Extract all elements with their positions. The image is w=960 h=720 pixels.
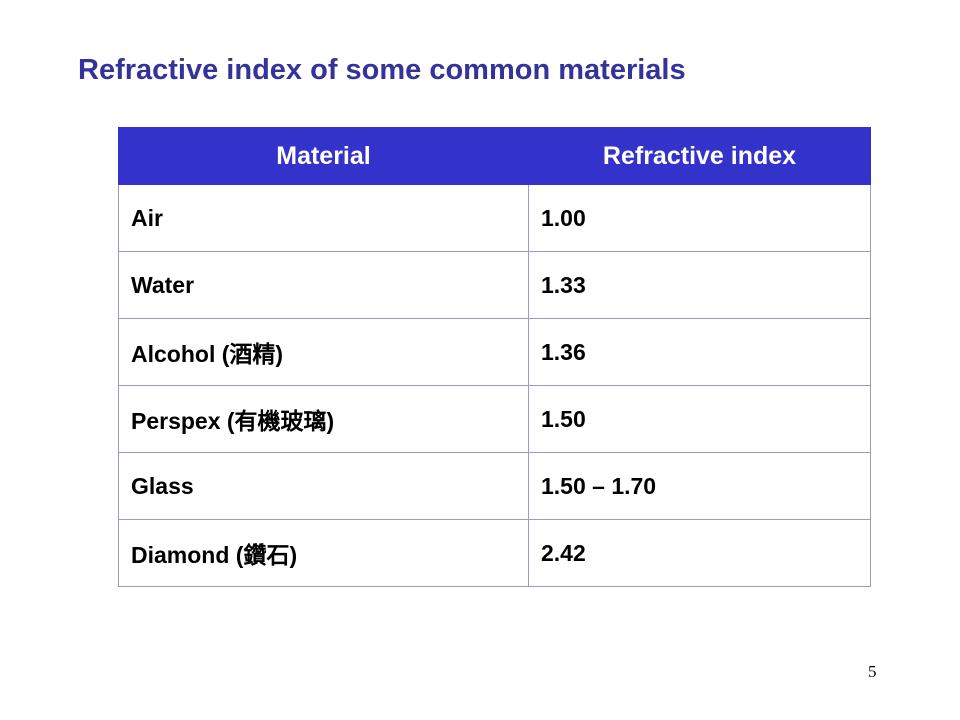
material-cell: Alcohol (酒精) xyxy=(118,318,529,386)
header-cell: Refractive index xyxy=(528,127,871,185)
index-cell: 1.36 xyxy=(528,318,871,386)
table-row: Air 1.00 xyxy=(118,184,871,252)
index-cell: 2.42 xyxy=(528,519,871,587)
slide-title: Refractive index of some common material… xyxy=(78,54,686,86)
index-cell: 1.50 – 1.70 xyxy=(528,452,871,520)
header-cell: Material xyxy=(118,127,529,185)
page-number: 5 xyxy=(868,662,877,681)
table-row: Glass 1.50 – 1.70 xyxy=(118,452,871,520)
material-cell: Perspex (有機玻璃) xyxy=(118,385,529,453)
material-cell: Glass xyxy=(118,452,529,520)
material-cell: Air xyxy=(118,184,529,252)
index-cell: 1.00 xyxy=(528,184,871,252)
table-row: Perspex (有機玻璃) 1.50 xyxy=(118,385,871,453)
material-cell: Diamond (鑽石) xyxy=(118,519,529,587)
table-row: Diamond (鑽石) 2.42 xyxy=(118,519,871,587)
table-row: Alcohol (酒精) 1.36 xyxy=(118,318,871,386)
material-cell: Water xyxy=(118,251,529,319)
data-table: Material Refractive index Air 1.00 Water 1.… xyxy=(118,127,871,587)
header-row: Material Refractive index xyxy=(118,127,871,185)
index-cell: 1.50 xyxy=(528,385,871,453)
table-body: Air 1.00 Water 1.33 Alcohol (酒精) 1.36 Perspex … xyxy=(118,184,871,587)
table-header: Material Refractive index xyxy=(118,127,871,185)
index-cell: 1.33 xyxy=(528,251,871,319)
table-row: Water 1.33 xyxy=(118,251,871,319)
